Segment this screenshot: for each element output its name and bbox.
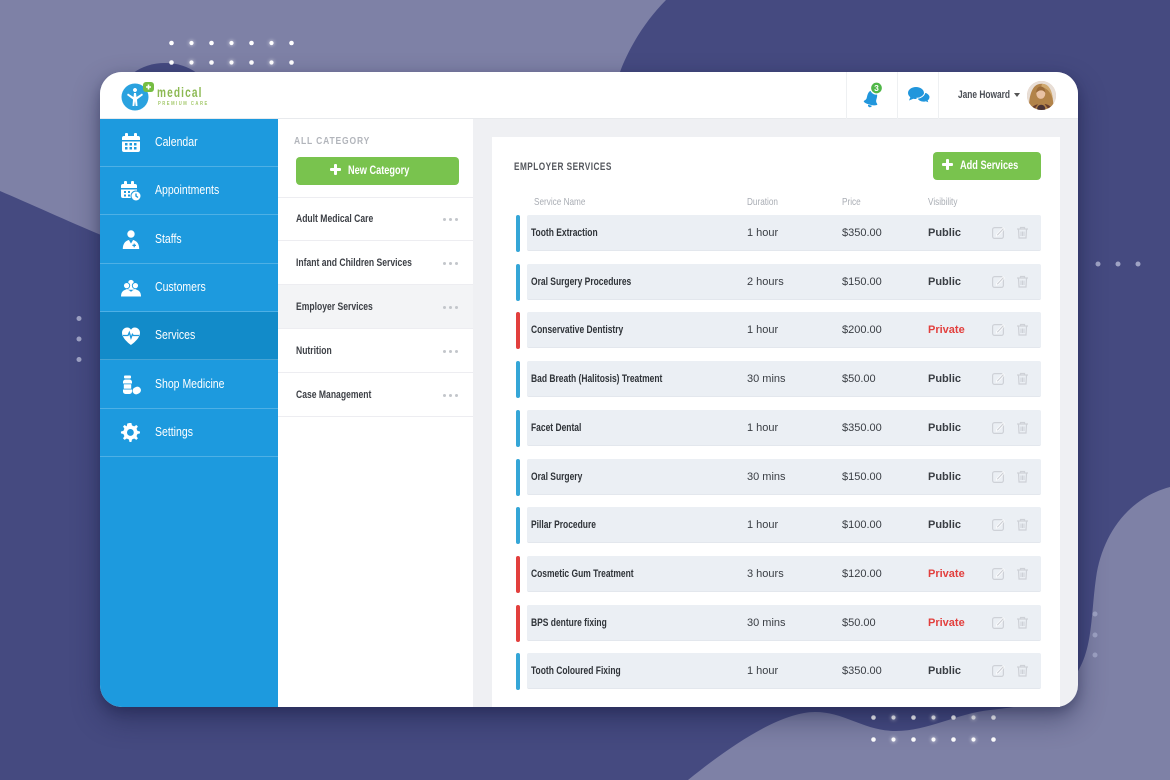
- svg-text:3: 3: [874, 83, 879, 93]
